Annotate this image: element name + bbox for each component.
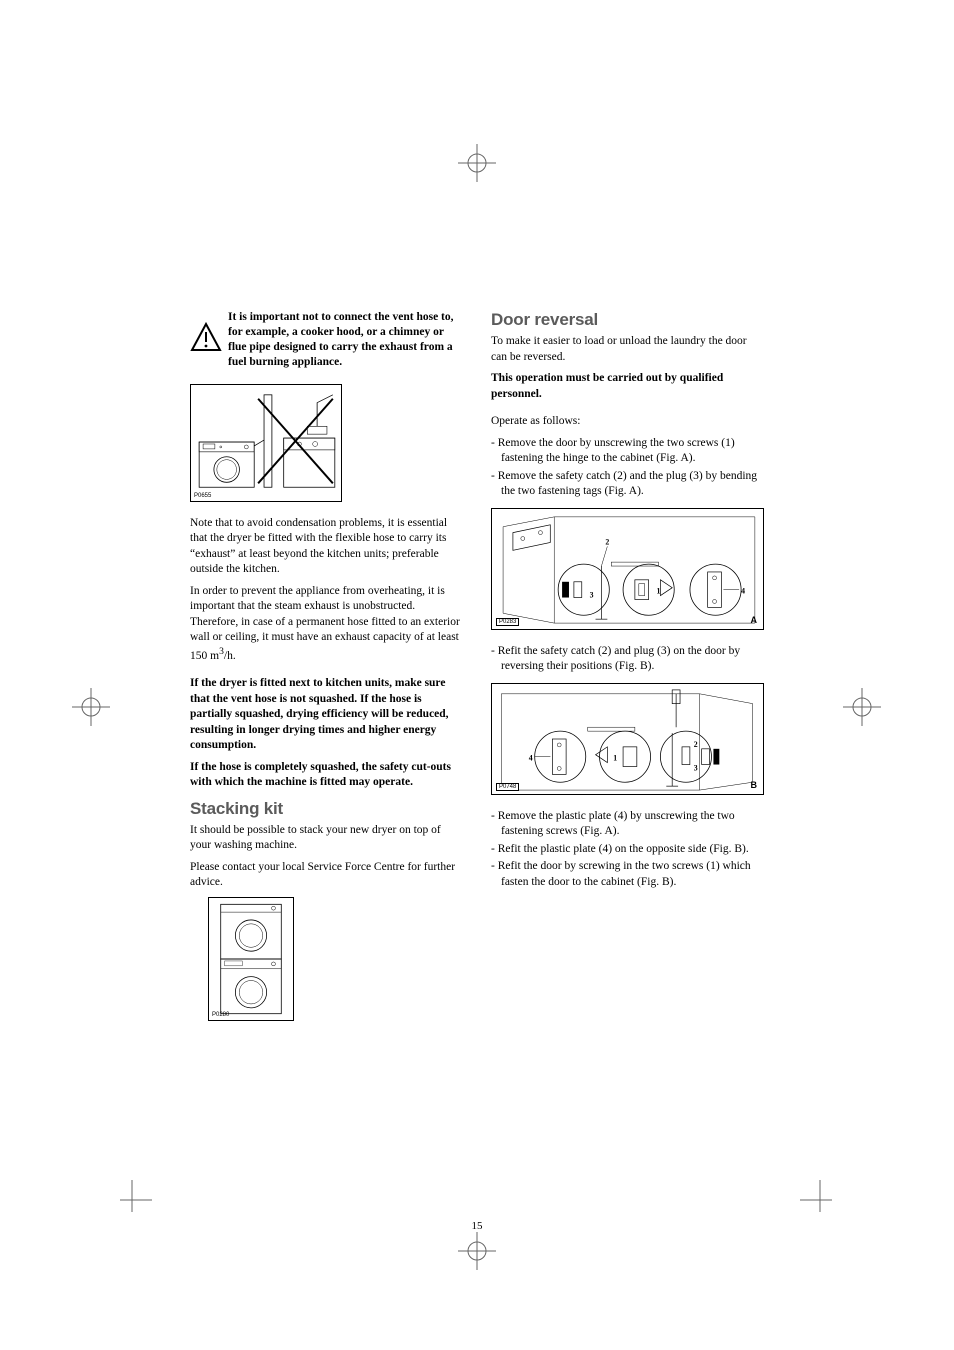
svg-text:1: 1 bbox=[657, 586, 661, 595]
figure-a: 2 3 1 4 P0283 A bbox=[491, 508, 764, 630]
registration-mark-bottom bbox=[458, 1232, 496, 1270]
left-column: It is important not to connect the vent … bbox=[190, 310, 463, 1035]
svg-text:1: 1 bbox=[613, 753, 617, 762]
diagram-label-p0283: P0283 bbox=[496, 618, 519, 626]
steps-list-2: Refit the safety catch (2) and plug (3) … bbox=[491, 644, 764, 675]
diagram-label-p0655: P0655 bbox=[194, 493, 211, 499]
svg-text:2: 2 bbox=[694, 740, 698, 749]
heading-stacking-kit: Stacking kit bbox=[190, 799, 463, 819]
warning-icon bbox=[190, 322, 222, 357]
corner-mark-bl bbox=[112, 1180, 152, 1220]
registration-mark-right bbox=[843, 688, 881, 726]
para-stacking-1: It should be possible to stack your new … bbox=[190, 823, 463, 854]
para-overheating: In order to prevent the appliance from o… bbox=[190, 584, 463, 664]
warning-block: It is important not to connect the vent … bbox=[190, 310, 463, 370]
diagram-vent-hose: P0655 bbox=[190, 384, 342, 502]
step-4: Remove the plastic plate (4) by unscrewi… bbox=[491, 809, 764, 840]
warning-text: It is important not to connect the vent … bbox=[228, 310, 463, 370]
para-stacking-2: Please contact your local Service Force … bbox=[190, 860, 463, 891]
para-squashed-warning: If the dryer is fitted next to kitchen u… bbox=[190, 676, 463, 754]
steps-list-3: Remove the plastic plate (4) by unscrewi… bbox=[491, 809, 764, 891]
para-condensation: Note that to avoid condensation problems… bbox=[190, 516, 463, 578]
diagram-stacked: P0280 bbox=[208, 897, 294, 1021]
figure-b: 4 1 2 3 bbox=[491, 683, 764, 795]
diagram-label-p0748: P0748 bbox=[496, 783, 519, 791]
para-operate: Operate as follows: bbox=[491, 414, 764, 430]
diagram-label-p0280: P0280 bbox=[212, 1012, 229, 1018]
figure-a-label: A bbox=[751, 615, 758, 625]
step-6: Refit the door by screwing in the two sc… bbox=[491, 859, 764, 890]
page-number: 15 bbox=[190, 1220, 764, 1232]
registration-mark-top bbox=[458, 144, 496, 182]
step-3: Refit the safety catch (2) and plug (3) … bbox=[491, 644, 764, 675]
registration-mark-left bbox=[72, 688, 110, 726]
right-column: Door reversal To make it easier to load … bbox=[491, 310, 764, 1035]
corner-mark-br bbox=[800, 1180, 840, 1220]
figure-b-label: B bbox=[751, 780, 758, 790]
steps-list-1: Remove the door by unscrewing the two sc… bbox=[491, 436, 764, 500]
svg-text:4: 4 bbox=[529, 753, 533, 762]
step-1: Remove the door by unscrewing the two sc… bbox=[491, 436, 764, 467]
heading-door-reversal: Door reversal bbox=[491, 310, 764, 330]
svg-text:3: 3 bbox=[694, 763, 698, 772]
svg-text:2: 2 bbox=[605, 537, 609, 546]
para-door-intro: To make it easier to load or unload the … bbox=[491, 334, 764, 365]
para-cutout-warning: If the hose is completely squashed, the … bbox=[190, 760, 463, 791]
svg-text:3: 3 bbox=[590, 590, 594, 599]
para-qualified-personnel: This operation must be carried out by qu… bbox=[491, 371, 764, 402]
step-2: Remove the safety catch (2) and the plug… bbox=[491, 469, 764, 500]
page-content: It is important not to connect the vent … bbox=[190, 310, 764, 1035]
step-5: Refit the plastic plate (4) on the oppos… bbox=[491, 842, 764, 858]
svg-text:4: 4 bbox=[741, 586, 745, 595]
